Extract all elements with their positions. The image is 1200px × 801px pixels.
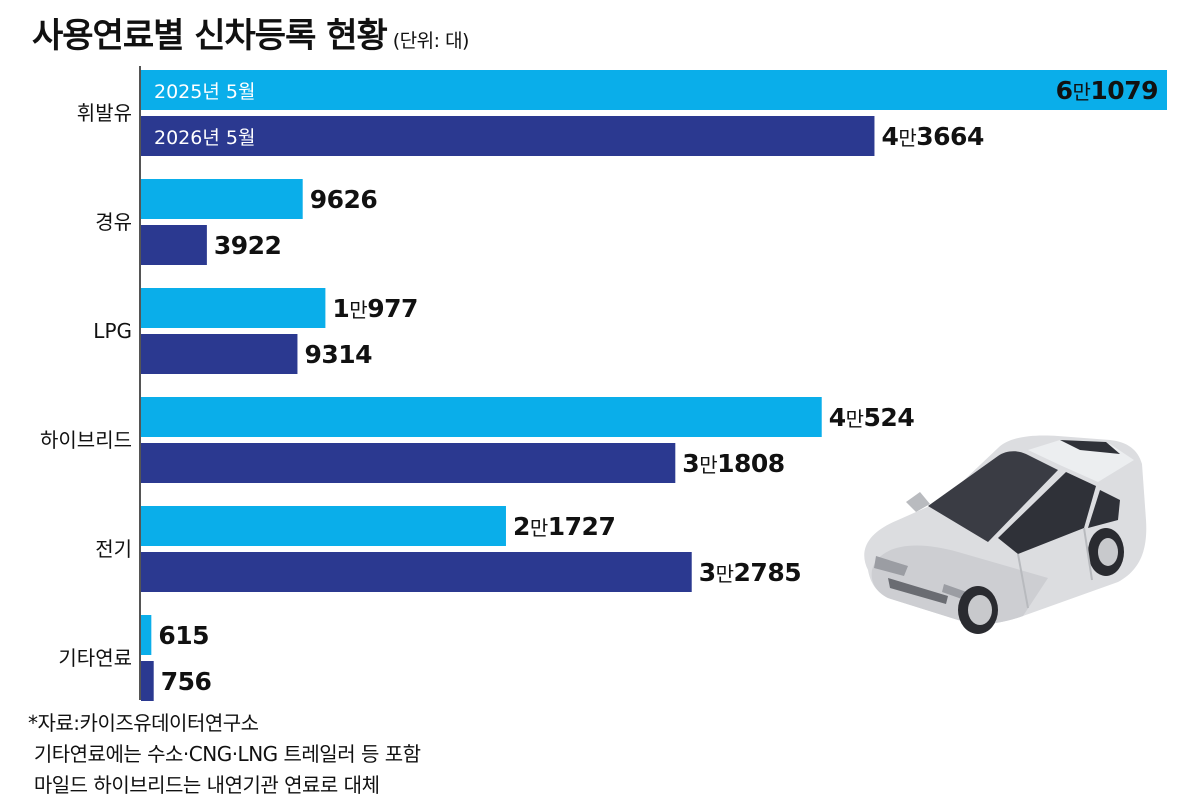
bar-2025: [141, 288, 326, 328]
bar-2026: [141, 225, 207, 265]
hybrid-note: 마일드 하이브리드는 내연기관 연료로 대체: [28, 773, 380, 797]
data-label: 3만1808: [682, 449, 784, 478]
bar-2025: [141, 615, 152, 655]
bar-2026: [141, 334, 298, 374]
unit-label: (단위: 대): [392, 30, 470, 52]
bar-2025: [141, 70, 1167, 110]
chart-title: 사용연료별 신차등록 현황: [32, 16, 388, 56]
bar-2025: [141, 506, 506, 546]
category-label: LPG: [93, 319, 132, 343]
data-label: 3만2785: [699, 558, 801, 587]
data-label: 615: [158, 621, 209, 650]
title-row: 사용연료별 신차등록 현황 (단위: 대): [32, 8, 469, 57]
bar-2026: [141, 661, 154, 701]
series-legend-label: 2026년 5월: [154, 127, 255, 149]
data-label: 756: [161, 667, 212, 696]
data-label: 1만977: [332, 294, 418, 323]
category-label: 기타연료: [58, 646, 132, 670]
data-label: 4만524: [829, 403, 915, 432]
source-notes: *자료:카이즈유데이터연구소 기타연료에는 수소·CNG·LNG 트레일러 등 …: [28, 708, 421, 801]
series-legend-label: 2025년 5월: [154, 81, 255, 103]
bar-2026: [141, 116, 875, 156]
data-label: 6만1079: [1056, 76, 1158, 105]
data-label: 2만1727: [513, 512, 615, 541]
data-label: 9626: [310, 185, 378, 214]
bar-2026: [141, 552, 692, 592]
bar-2025: [141, 179, 303, 219]
category-label: 전기: [95, 537, 132, 561]
data-label: 3922: [214, 231, 282, 260]
fuel-note: 기타연료에는 수소·CNG·LNG 트레일러 등 포함: [28, 742, 421, 766]
category-label: 휘발유: [77, 101, 132, 125]
bar-2025: [141, 397, 822, 437]
bar-2026: [141, 443, 676, 483]
category-label: 하이브리드: [40, 428, 132, 452]
data-label: 9314: [304, 340, 372, 369]
category-label: 경유: [95, 210, 132, 234]
car-icon: [864, 435, 1147, 634]
data-label: 4만3664: [881, 122, 983, 151]
source-note: *자료:카이즈유데이터연구소: [28, 711, 259, 735]
